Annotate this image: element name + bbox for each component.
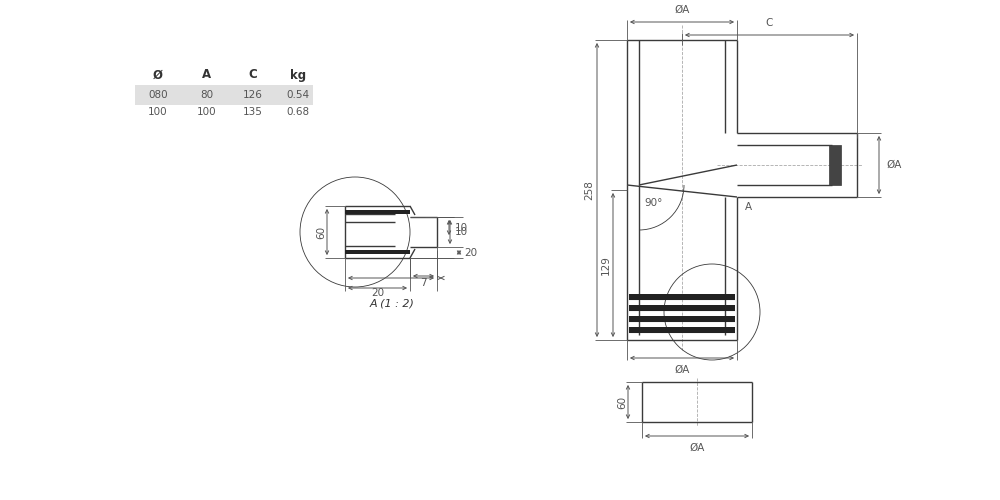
Text: Ø: Ø: [153, 68, 163, 82]
Text: 80: 80: [200, 90, 214, 100]
Text: kg: kg: [290, 68, 306, 82]
Bar: [629, 327, 735, 332]
Text: 0.54: 0.54: [286, 90, 310, 100]
Text: C: C: [766, 18, 773, 28]
Text: 20: 20: [371, 288, 384, 298]
Text: ØA: ØA: [674, 5, 690, 15]
Text: 258: 258: [584, 180, 594, 200]
Bar: [629, 305, 735, 310]
Text: C: C: [249, 68, 257, 82]
Text: 0.68: 0.68: [286, 107, 310, 117]
Text: 10: 10: [455, 223, 468, 233]
Text: A: A: [745, 202, 752, 212]
Text: A (1 : 2): A (1 : 2): [370, 298, 414, 308]
Text: ØA: ØA: [689, 443, 705, 453]
Text: 129: 129: [601, 255, 611, 275]
Text: A: A: [202, 68, 212, 82]
Text: ØA: ØA: [674, 365, 690, 375]
Text: 100: 100: [148, 107, 168, 117]
Bar: [629, 316, 735, 321]
Text: 60: 60: [316, 226, 326, 238]
Text: 7: 7: [420, 278, 427, 288]
Text: 60: 60: [617, 396, 627, 408]
Bar: [345, 250, 410, 254]
Text: 080: 080: [148, 90, 168, 100]
Bar: [345, 210, 410, 214]
Bar: [829, 145, 841, 185]
Text: 10: 10: [455, 227, 468, 237]
Text: 135: 135: [243, 107, 263, 117]
Bar: [135, 85, 313, 105]
Bar: [629, 294, 735, 299]
Text: 126: 126: [243, 90, 263, 100]
Text: ØA: ØA: [886, 160, 901, 170]
Text: 20: 20: [464, 248, 477, 258]
Text: 90°: 90°: [644, 198, 662, 208]
Text: 100: 100: [197, 107, 217, 117]
